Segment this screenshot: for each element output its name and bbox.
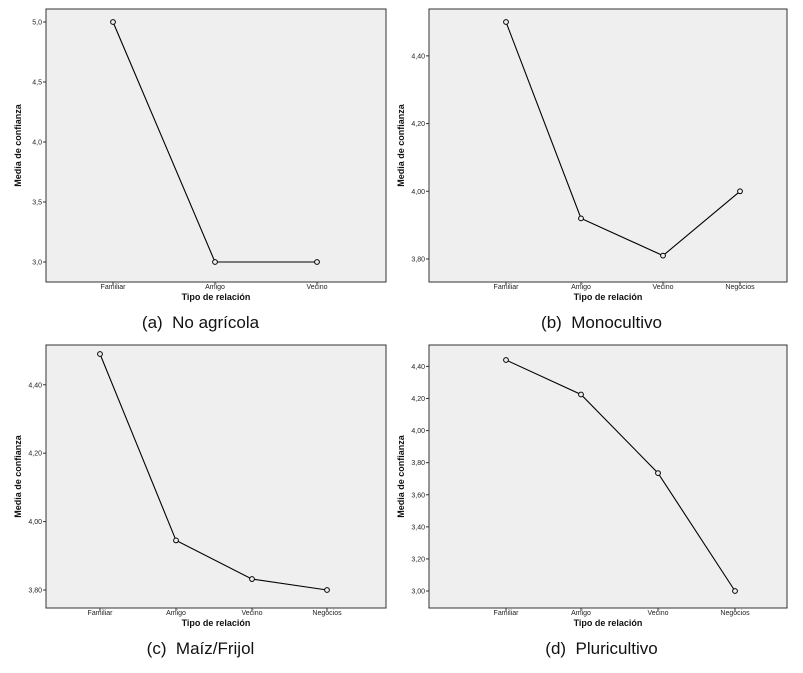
series-line	[505, 359, 736, 592]
x-tick-label: Vecino	[306, 284, 327, 291]
data-point-negocios	[324, 587, 330, 593]
y-tick-label: 4,20	[28, 451, 42, 458]
data-point-amigo	[578, 215, 584, 222]
y-axis-title: Media de confianza	[13, 103, 23, 187]
chart-d: 3,00 3,20 3,40 3,60 3,80 4,00 4,20 4,40 Familiar…	[396, 344, 788, 628]
x-tick-label: Amigo	[166, 610, 186, 617]
chart-b: 3,80 4,00 4,20 4,40 Familiar Amigo Vecino Negoc…	[396, 8, 788, 302]
x-tick-label: Amigo	[571, 610, 591, 617]
y-tick-label: 3,5	[32, 200, 42, 207]
x-tick-label: Negocios	[725, 284, 755, 291]
x-axis-title: Tipo de relación	[574, 618, 643, 628]
x-tick-label: Familiar	[101, 284, 127, 291]
data-point-amigo	[578, 391, 584, 398]
y-tick-label: 4,00	[411, 428, 425, 435]
data-point-familiar	[97, 351, 103, 357]
chart-c: 3,80 4,00 4,20 4,40 Familiar Amigo Vecino Negoc…	[13, 344, 387, 628]
chart-a: 3,0 3,5 4,0 4,5 5,0 Familiar Amigo Vecino Tipo d…	[13, 8, 387, 302]
chart-panel-a: 3,0 3,5 4,0 4,5 5,0 Familiar Amigo Vecino Tipo d…	[0, 0, 401, 336]
y-tick-label: 4,40	[411, 364, 425, 371]
chart-panel-c: 3,80 4,00 4,20 4,40 Familiar Amigo Vecino Negoc…	[0, 337, 401, 673]
x-axis-title: Tipo de relación	[182, 292, 251, 302]
y-axis-title: Media de confianza	[396, 434, 406, 518]
x-tick-label: Vecino	[652, 284, 673, 291]
y-tick-label: 3,80	[28, 588, 42, 595]
y-tick-label: 4,0	[32, 140, 42, 147]
data-point-vecino	[660, 252, 666, 259]
x-tick-label: Negocios	[720, 610, 750, 617]
y-tick-label: 3,20	[411, 556, 425, 563]
x-tick-label: Familiar	[88, 610, 114, 617]
data-point-vecino	[249, 576, 255, 582]
x-tick-label: Familiar	[494, 610, 520, 617]
plot-area	[45, 344, 387, 609]
y-tick-label: 4,20	[411, 396, 425, 403]
y-tick-label: 4,40	[411, 53, 425, 60]
data-point-familiar	[503, 19, 509, 25]
y-tick-label: 4,5	[32, 80, 42, 87]
data-point-amigo	[173, 537, 179, 544]
chart-caption-d: (d) Pluricultivo	[545, 639, 658, 658]
x-tick-label: Vecino	[241, 610, 262, 617]
x-axis-title: Tipo de relación	[574, 292, 643, 302]
plot-area	[428, 344, 788, 609]
y-tick-label: 4,20	[411, 121, 425, 128]
y-tick-label: 4,00	[28, 519, 42, 526]
data-point-negocios	[732, 588, 738, 594]
plot-area	[428, 8, 788, 283]
y-tick-label: 3,60	[411, 492, 425, 499]
data-point-familiar	[503, 357, 509, 363]
chart-panel-d: 3,00 3,20 3,40 3,60 3,80 4,00 4,20 4,40 Familiar…	[396, 337, 802, 673]
chart-caption-a: (a) No agrícola	[141, 313, 260, 332]
data-point-negocios	[737, 188, 743, 195]
y-tick-label: 3,80	[411, 460, 425, 467]
y-tick-label: 3,0	[32, 260, 42, 267]
y-tick-label: 3,00	[411, 589, 425, 596]
data-point-vecino	[314, 259, 320, 265]
chart-panel-b: 3,80 4,00 4,20 4,40 Familiar Amigo Vecino Negoc…	[396, 0, 802, 336]
y-tick-label: 4,00	[411, 189, 425, 196]
data-point-vecino	[655, 470, 661, 476]
data-point-amigo	[212, 259, 218, 265]
y-tick-label: 5,0	[32, 20, 42, 27]
x-axis-title: Tipo de relación	[182, 618, 251, 628]
chart-caption-c: (c) Maíz/Frijol	[146, 639, 255, 658]
y-axis-title: Media de confianza	[13, 434, 23, 518]
x-tick-label: Vecino	[647, 610, 668, 617]
series-line	[99, 353, 328, 591]
y-axis-title: Media de confianza	[396, 103, 406, 187]
y-tick-label: 3,40	[411, 524, 425, 531]
x-tick-label: Amigo	[571, 284, 591, 291]
series-line	[505, 21, 741, 257]
x-tick-label: Negocios	[312, 610, 342, 617]
y-tick-label: 4,40	[28, 382, 42, 389]
x-tick-label: Amigo	[205, 284, 225, 291]
x-tick-label: Familiar	[494, 284, 520, 291]
chart-caption-b: (b) Monocultivo	[541, 313, 662, 332]
data-point-familiar	[110, 19, 116, 25]
y-tick-label: 3,80	[411, 257, 425, 264]
plot-area	[45, 8, 387, 283]
